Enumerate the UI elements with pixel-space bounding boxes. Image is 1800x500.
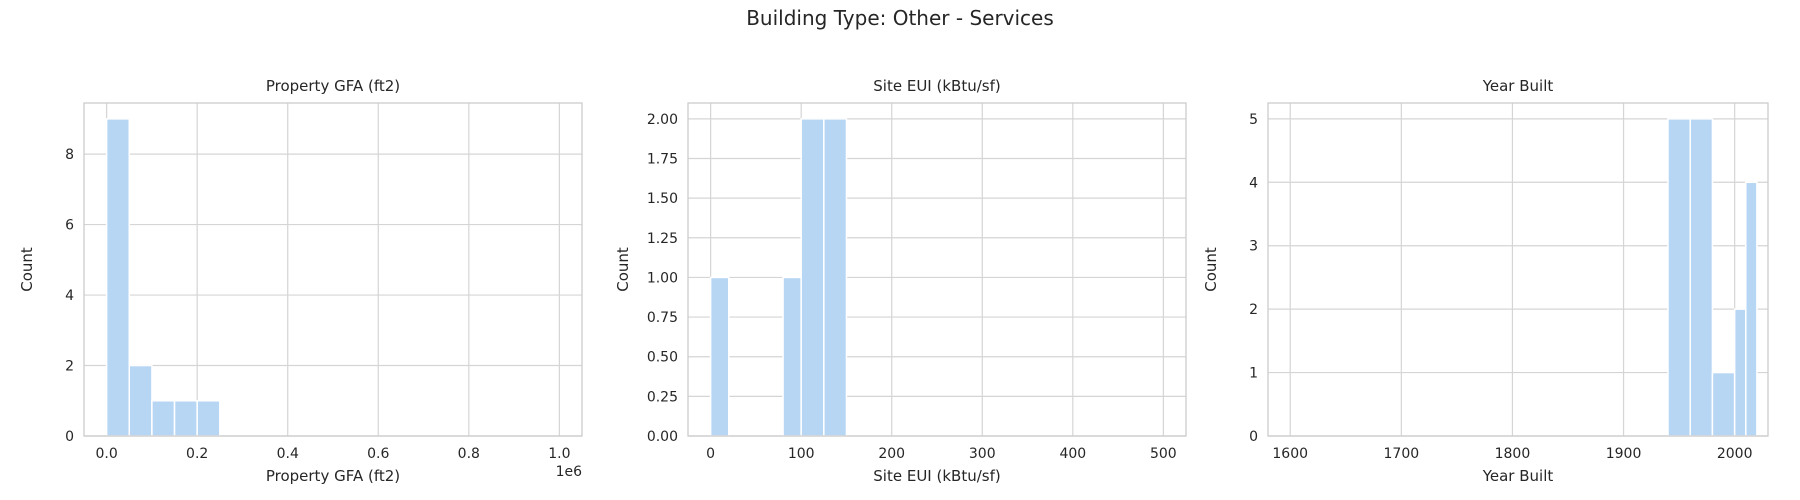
- y-tick-label: 8: [65, 147, 74, 163]
- x-tick-label: 0.0: [96, 446, 118, 462]
- y-tick-label: 3: [1249, 239, 1258, 255]
- histogram-bar: [105, 118, 131, 437]
- y-tick-label: 4: [65, 288, 74, 304]
- y-tick-label: 2: [1249, 302, 1258, 318]
- y-tick-label: 0: [1249, 429, 1258, 445]
- y-tick-label: 1: [1249, 366, 1258, 382]
- x-tick-label: 0.4: [277, 446, 299, 462]
- y-tick-label: 1.75: [647, 152, 678, 168]
- y-tick-label: 4: [1249, 175, 1258, 191]
- y-tick-label: 1.50: [647, 191, 678, 207]
- axes-frame: [1267, 102, 1769, 437]
- panel-title: Year Built: [1482, 77, 1554, 95]
- y-tick-label: 1.00: [647, 270, 678, 286]
- x-tick-label: 1.0: [548, 446, 570, 462]
- histogram-bar: [709, 276, 730, 437]
- y-axis-label: Count: [18, 247, 36, 292]
- histogram-bar: [782, 276, 802, 437]
- histogram-bar: [1711, 371, 1736, 437]
- x-tick-label: 500: [1150, 446, 1177, 462]
- x-tick-label: 0.2: [186, 446, 208, 462]
- histogram-bar: [173, 400, 198, 437]
- panel-title: Site EUI (kBtu/sf): [873, 77, 1000, 95]
- histogram-bar: [151, 400, 176, 437]
- x-tick-label: 2000: [1717, 446, 1753, 462]
- panel-title: Property GFA (ft2): [266, 77, 400, 95]
- x-tick-label: 0.6: [367, 446, 389, 462]
- histogram-site-eui: 0 100 200 300 400 500 0.00 0.25 0.50 0.75 1.00 1.25…: [614, 77, 1187, 485]
- x-tick-label: 100: [788, 446, 815, 462]
- histogram-bar: [823, 118, 848, 437]
- y-tick-label: 2: [65, 359, 74, 375]
- y-axis-label: Count: [614, 247, 632, 292]
- histogram-year-built: 1600 1700 1800 1900 2000 0 1 2 3 4 5 Year Built Year…: [1202, 77, 1769, 485]
- x-axis-label: Site EUI (kBtu/sf): [873, 467, 1000, 485]
- y-tick-label: 0.50: [647, 350, 678, 366]
- y-tick-label: 2.00: [647, 112, 678, 128]
- y-tick-label: 0.00: [647, 429, 678, 445]
- x-tick-label: 200: [878, 446, 905, 462]
- y-tick-label: 0.75: [647, 310, 678, 326]
- histogram-bar: [1667, 118, 1691, 437]
- x-tick-label: 1600: [1272, 446, 1308, 462]
- histogram-bar: [1745, 181, 1758, 437]
- histogram-bar: [1733, 308, 1747, 437]
- figure-title: Building Type: Other - Services: [746, 6, 1054, 30]
- x-axis-label: Property GFA (ft2): [266, 467, 400, 485]
- x-tick-label: 1700: [1384, 446, 1420, 462]
- x-tick-label: 1800: [1495, 446, 1531, 462]
- x-tick-label: 0.8: [458, 446, 480, 462]
- x-tick-label: 1900: [1606, 446, 1642, 462]
- y-axis-label: Count: [1202, 247, 1220, 292]
- histogram-bar: [128, 364, 153, 437]
- y-tick-label: 1.25: [647, 231, 678, 247]
- histogram-property-gfa: 0.0 0.2 0.4 0.6 0.8 1.0 0 2 4 6 8 Property GFA (ft2…: [18, 77, 583, 485]
- x-tick-label: 300: [969, 446, 996, 462]
- histogram-bar: [1689, 118, 1714, 437]
- x-axis-label: Year Built: [1482, 467, 1554, 485]
- y-tick-label: 0: [65, 429, 74, 445]
- axes-frame: [83, 102, 583, 437]
- y-tick-label: 6: [65, 218, 74, 234]
- axes-frame: [687, 102, 1187, 437]
- y-tick-label: 5: [1249, 112, 1258, 128]
- x-tick-label: 400: [1059, 446, 1086, 462]
- histogram-bar: [800, 118, 825, 437]
- x-tick-label: 0: [706, 446, 715, 462]
- y-tick-label: 0.25: [647, 389, 678, 405]
- histogram-bar: [196, 400, 221, 437]
- x-offset-label: 1e6: [556, 464, 583, 480]
